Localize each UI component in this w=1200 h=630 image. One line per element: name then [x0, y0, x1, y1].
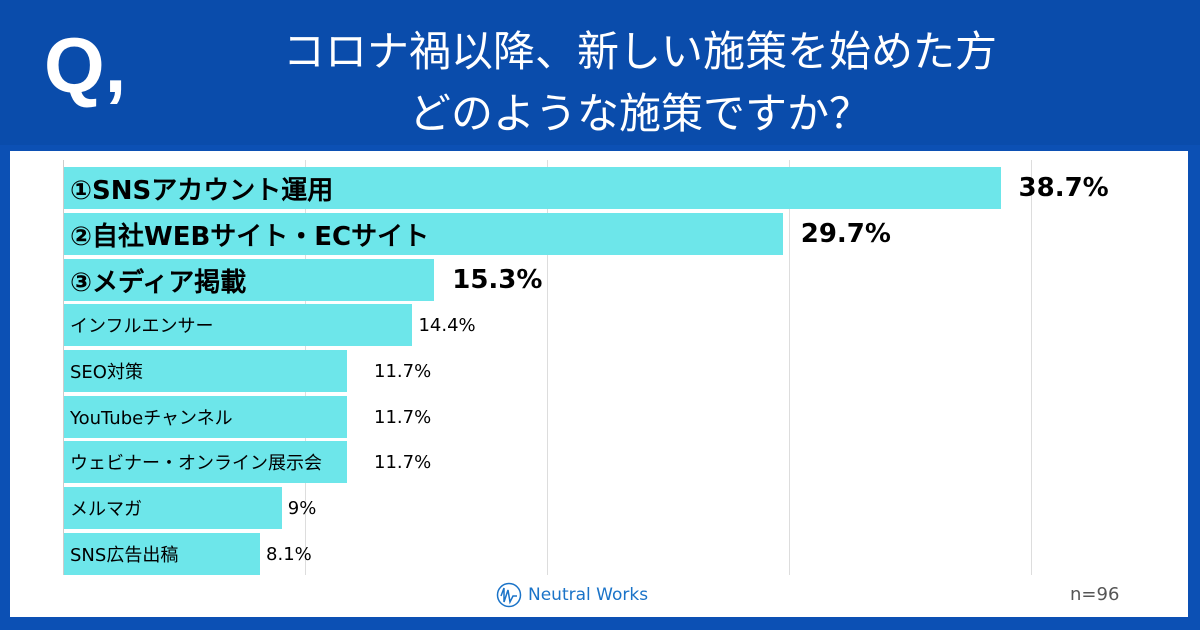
sample-size: n=96	[1070, 584, 1120, 605]
category-label: インフルエンサー	[70, 316, 214, 337]
value-label: 14.4%	[418, 314, 476, 336]
bar	[64, 213, 783, 255]
bar	[64, 167, 1001, 209]
category-label: メルマガ	[70, 499, 142, 520]
category-label: SNS広告出稿	[70, 545, 179, 566]
value-label: 38.7%	[1018, 173, 1109, 203]
bar	[64, 487, 282, 529]
bar	[64, 350, 348, 392]
bar	[64, 441, 348, 483]
gridline	[547, 160, 548, 575]
gridline	[789, 160, 790, 575]
title-line-2: どのような施策ですか？	[408, 89, 871, 138]
header: Q, コロナ禍以降、新しい施策を始めた方 どのような施策ですか？	[0, 0, 1200, 145]
value-label: 8.1%	[266, 543, 312, 565]
question-mark: Q,	[44, 21, 127, 109]
y-axis	[63, 160, 64, 575]
category-label: ①SNSアカウント運用	[70, 175, 334, 206]
category-label: ③メディア掲載	[70, 267, 247, 298]
category-label: ②自社WEBサイト・ECサイト	[70, 221, 430, 252]
value-label: 11.7%	[374, 360, 432, 382]
logo: Neutral Works	[496, 582, 648, 608]
neutral-works-logo-icon	[496, 582, 522, 608]
category-label: SEO対策	[70, 362, 143, 383]
category-label: ウェビナー・オンライン展示会	[70, 453, 322, 474]
value-label: 29.7%	[800, 219, 891, 249]
value-label: 9%	[287, 497, 317, 519]
category-label: YouTubeチャンネル	[70, 408, 233, 429]
title-line-1: コロナ禍以降、新しい施策を始めた方	[282, 27, 997, 76]
bar	[64, 259, 435, 301]
bar	[64, 304, 413, 346]
value-label: 11.7%	[374, 406, 432, 428]
value-label: 15.3%	[452, 265, 543, 295]
bar	[64, 396, 348, 438]
gridline	[1031, 160, 1032, 575]
logo-text: Neutral Works	[528, 585, 649, 605]
bar	[64, 533, 261, 575]
value-label: 11.7%	[374, 451, 432, 473]
